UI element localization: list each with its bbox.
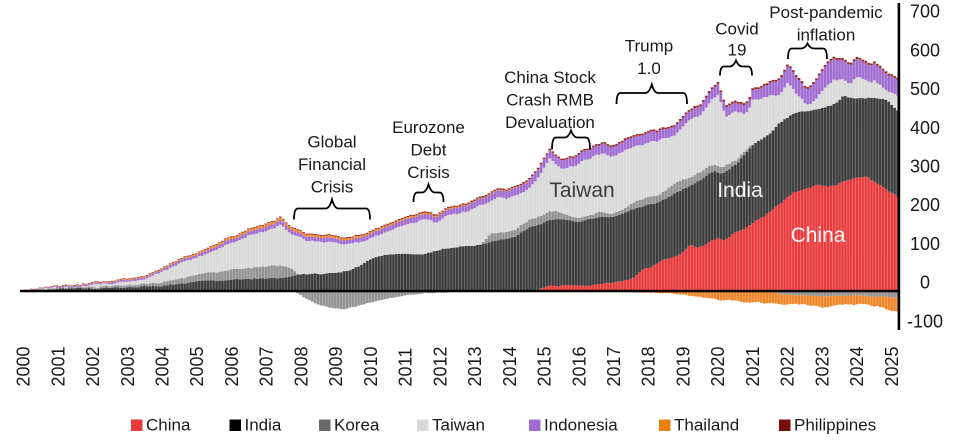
svg-text:Korea: Korea [334, 416, 380, 435]
svg-text:2009: 2009 [326, 346, 346, 386]
svg-text:100: 100 [910, 234, 940, 254]
svg-text:200: 200 [910, 195, 940, 215]
svg-text:2000: 2000 [14, 346, 34, 386]
svg-text:2005: 2005 [187, 346, 207, 386]
svg-text:Crisis: Crisis [311, 177, 354, 196]
svg-text:Debt: Debt [411, 141, 447, 160]
svg-text:2018: 2018 [639, 346, 659, 386]
svg-text:Crash RMB: Crash RMB [506, 91, 594, 110]
svg-text:19: 19 [728, 41, 747, 60]
svg-text:Eurozone: Eurozone [392, 118, 465, 137]
svg-text:2011: 2011 [396, 348, 416, 387]
svg-text:700: 700 [910, 2, 940, 22]
svg-text:2008: 2008 [291, 346, 311, 386]
svg-text:2012: 2012 [430, 346, 450, 386]
svg-text:Global: Global [307, 132, 356, 151]
svg-text:Financial: Financial [298, 155, 366, 174]
svg-text:2020: 2020 [708, 346, 728, 386]
svg-text:inflation: inflation [797, 26, 856, 45]
svg-text:2004: 2004 [153, 346, 173, 386]
svg-text:2022: 2022 [778, 346, 798, 386]
svg-text:Philippines: Philippines [794, 416, 876, 435]
svg-text:2010: 2010 [361, 346, 381, 386]
svg-text:2002: 2002 [83, 346, 103, 386]
svg-text:500: 500 [910, 79, 940, 99]
svg-text:-100: -100 [907, 311, 943, 331]
svg-text:Thailand: Thailand [674, 416, 739, 435]
svg-text:China Stock: China Stock [504, 68, 596, 87]
svg-text:2001: 2001 [48, 346, 68, 386]
svg-text:400: 400 [910, 118, 940, 138]
svg-text:2023: 2023 [812, 346, 832, 386]
svg-text:1.0: 1.0 [637, 59, 661, 78]
svg-text:2015: 2015 [535, 346, 555, 386]
svg-text:Taiwan: Taiwan [432, 416, 485, 435]
svg-text:2017: 2017 [604, 346, 624, 386]
svg-text:Taiwan: Taiwan [549, 179, 614, 202]
svg-text:0: 0 [920, 273, 930, 293]
svg-text:China: China [791, 224, 846, 247]
svg-text:2013: 2013 [465, 346, 485, 386]
svg-text:Indonesia: Indonesia [544, 416, 618, 435]
svg-text:2016: 2016 [569, 346, 589, 386]
svg-text:600: 600 [910, 40, 940, 60]
svg-text:2007: 2007 [257, 346, 277, 386]
svg-text:Devaluation: Devaluation [505, 113, 595, 132]
svg-text:China: China [146, 416, 191, 435]
svg-text:2025: 2025 [882, 346, 902, 386]
svg-text:2003: 2003 [118, 346, 138, 386]
svg-text:India: India [717, 179, 763, 202]
svg-text:2024: 2024 [847, 346, 867, 386]
svg-text:India: India [245, 416, 282, 435]
svg-text:Post-pandemic: Post-pandemic [769, 3, 883, 22]
svg-text:2006: 2006 [222, 346, 242, 386]
svg-text:Crisis: Crisis [407, 163, 450, 182]
svg-text:2014: 2014 [500, 346, 520, 386]
svg-text:2021: 2021 [743, 346, 763, 386]
svg-text:Covid: Covid [715, 20, 758, 39]
svg-text:Trump: Trump [625, 37, 674, 56]
svg-text:300: 300 [910, 157, 940, 177]
svg-text:2019: 2019 [674, 346, 694, 386]
